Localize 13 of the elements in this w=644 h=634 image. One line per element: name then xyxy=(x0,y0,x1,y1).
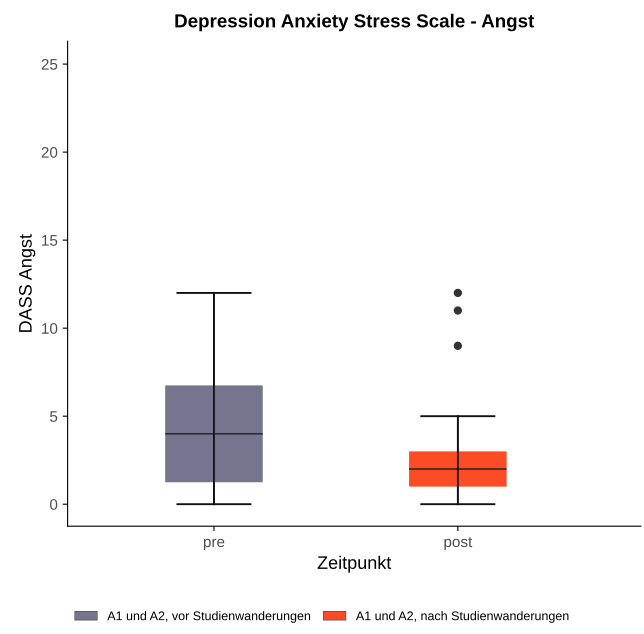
chart-title: Depression Anxiety Stress Scale - Angst xyxy=(175,14,534,32)
y-tick-label: 10 xyxy=(42,323,58,334)
legend-label: A1 und A2, nach Studienwanderungen xyxy=(356,611,568,623)
legend-label: A1 und A2, vor Studienwanderungen xyxy=(107,611,310,623)
y-axis-title: DASS Angst xyxy=(18,234,36,332)
x-tick-label: pre xyxy=(204,538,224,550)
x-tick-label: post xyxy=(444,537,472,550)
y-tick-label: 5 xyxy=(50,411,58,422)
y-tick-label: 15 xyxy=(42,235,58,246)
y-tick-label: 25 xyxy=(42,58,58,70)
x-axis-title: Zeitpunkt xyxy=(318,556,392,573)
y-tick-label: 20 xyxy=(42,146,58,158)
y-tick-label: 0 xyxy=(50,499,58,510)
